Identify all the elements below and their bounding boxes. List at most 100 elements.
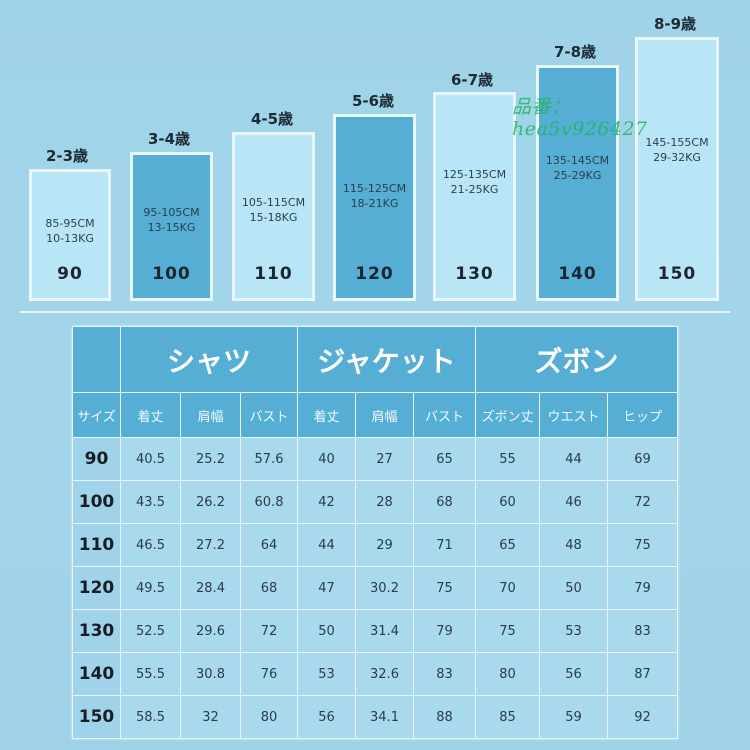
empty-corner-cell bbox=[72, 326, 121, 393]
cell: 46 bbox=[539, 480, 608, 524]
size-card-90: 85-95CM 10-13KG 90 bbox=[29, 169, 111, 301]
size-card-150: 145-155CM 29-32KG 150 bbox=[635, 37, 719, 301]
size-card-110: 105-115CM 15-18KG 110 bbox=[232, 132, 315, 301]
cell: 32.6 bbox=[355, 652, 414, 696]
weight-range: 18-21KG bbox=[350, 197, 399, 210]
cell: 56 bbox=[539, 652, 608, 696]
age-label: 6-7歳 bbox=[450, 71, 494, 89]
cell: 52.5 bbox=[120, 609, 181, 653]
cell: 65 bbox=[413, 437, 476, 481]
cell: 69 bbox=[607, 437, 678, 481]
group-pants: ズボン bbox=[475, 326, 678, 393]
size-value: 130 bbox=[455, 264, 494, 284]
size-value: 100 bbox=[152, 264, 191, 284]
cell: 80 bbox=[475, 652, 540, 696]
cell: 92 bbox=[607, 695, 678, 739]
cell: 47 bbox=[297, 566, 356, 610]
size-cell: 100 bbox=[72, 480, 121, 524]
height-range: 115-125CM bbox=[342, 182, 407, 195]
table-row: 120 49.5 28.4 68 47 30.2 75 70 50 79 bbox=[72, 566, 678, 610]
size-value: 90 bbox=[57, 264, 83, 284]
height-range: 125-135CM bbox=[442, 168, 507, 181]
cell: 26.2 bbox=[180, 480, 241, 524]
product-code-watermark: 品番： hea5v926427 bbox=[512, 96, 648, 140]
size-value: 150 bbox=[657, 264, 697, 284]
weight-range: 21-25KG bbox=[450, 183, 499, 196]
height-range: 135-145CM bbox=[545, 154, 610, 167]
cell: 75 bbox=[607, 523, 678, 567]
group-shirt: シャツ bbox=[120, 326, 298, 393]
cell: 72 bbox=[607, 480, 678, 524]
height-range: 85-95CM bbox=[45, 217, 95, 230]
age-label: 7-8歳 bbox=[553, 43, 597, 61]
table-row: 140 55.5 30.8 76 53 32.6 83 80 56 87 bbox=[72, 652, 678, 696]
cell: 55.5 bbox=[120, 652, 181, 696]
cell: 72 bbox=[240, 609, 298, 653]
watermark-code: hea5v926427 bbox=[512, 118, 648, 140]
column-header-row: サイズ 着丈 肩幅 バスト 着丈 肩幅 バスト ズボン丈 ウエスト ヒップ bbox=[72, 392, 678, 438]
cell: 65 bbox=[475, 523, 540, 567]
cell: 34.1 bbox=[355, 695, 414, 739]
cell: 48 bbox=[539, 523, 608, 567]
cell: 53 bbox=[297, 652, 356, 696]
cell: 49.5 bbox=[120, 566, 181, 610]
cell: 76 bbox=[240, 652, 298, 696]
cell: 46.5 bbox=[120, 523, 181, 567]
size-cell: 110 bbox=[72, 523, 121, 567]
size-cell: 120 bbox=[72, 566, 121, 610]
cell: 43.5 bbox=[120, 480, 181, 524]
cell: 64 bbox=[240, 523, 298, 567]
col-jacket-length: 着丈 bbox=[297, 392, 356, 438]
age-label: 5-6歳 bbox=[351, 92, 395, 110]
size-card-100: 95-105CM 13-15KG 100 bbox=[130, 152, 213, 301]
cell: 75 bbox=[413, 566, 476, 610]
col-size: サイズ bbox=[72, 392, 121, 438]
col-pants-length: ズボン丈 bbox=[475, 392, 540, 438]
cell: 27 bbox=[355, 437, 414, 481]
col-shirt-bust: バスト bbox=[240, 392, 298, 438]
col-jacket-shoulder: 肩幅 bbox=[355, 392, 414, 438]
cell: 79 bbox=[413, 609, 476, 653]
col-shirt-length: 着丈 bbox=[120, 392, 181, 438]
cell: 79 bbox=[607, 566, 678, 610]
size-cell: 140 bbox=[72, 652, 121, 696]
cell: 53 bbox=[539, 609, 608, 653]
size-value: 140 bbox=[558, 264, 597, 284]
table-row: 150 58.5 32 80 56 34.1 88 85 59 92 bbox=[72, 695, 678, 739]
cell: 30.8 bbox=[180, 652, 241, 696]
cell: 44 bbox=[539, 437, 608, 481]
age-label: 3-4歳 bbox=[147, 130, 191, 148]
cell: 80 bbox=[240, 695, 298, 739]
cell: 59 bbox=[539, 695, 608, 739]
table-row: 130 52.5 29.6 72 50 31.4 79 75 53 83 bbox=[72, 609, 678, 653]
cell: 40 bbox=[297, 437, 356, 481]
age-label: 2-3歳 bbox=[45, 147, 89, 165]
size-value: 110 bbox=[254, 264, 293, 284]
cell: 58.5 bbox=[120, 695, 181, 739]
cell: 50 bbox=[297, 609, 356, 653]
table-row: 110 46.5 27.2 64 44 29 71 65 48 75 bbox=[72, 523, 678, 567]
cell: 60.8 bbox=[240, 480, 298, 524]
cell: 27.2 bbox=[180, 523, 241, 567]
cell: 30.2 bbox=[355, 566, 414, 610]
col-jacket-bust: バスト bbox=[413, 392, 476, 438]
cell: 71 bbox=[413, 523, 476, 567]
group-header-row: シャツ ジャケット ズボン bbox=[72, 326, 678, 393]
cell: 68 bbox=[240, 566, 298, 610]
cell: 83 bbox=[607, 609, 678, 653]
section-divider bbox=[20, 311, 730, 313]
weight-range: 10-13KG bbox=[46, 232, 94, 245]
height-range: 145-155CM bbox=[645, 136, 709, 149]
col-pants-waist: ウエスト bbox=[539, 392, 608, 438]
size-cell: 90 bbox=[72, 437, 121, 481]
cell: 56 bbox=[297, 695, 356, 739]
cell: 68 bbox=[413, 480, 476, 524]
cell: 25.2 bbox=[180, 437, 241, 481]
cell: 32 bbox=[180, 695, 241, 739]
cell: 70 bbox=[475, 566, 540, 610]
size-value: 120 bbox=[355, 264, 394, 284]
weight-range: 13-15KG bbox=[147, 221, 196, 234]
cell: 29.6 bbox=[180, 609, 241, 653]
cell: 87 bbox=[607, 652, 678, 696]
weight-range: 25-29KG bbox=[553, 169, 602, 182]
